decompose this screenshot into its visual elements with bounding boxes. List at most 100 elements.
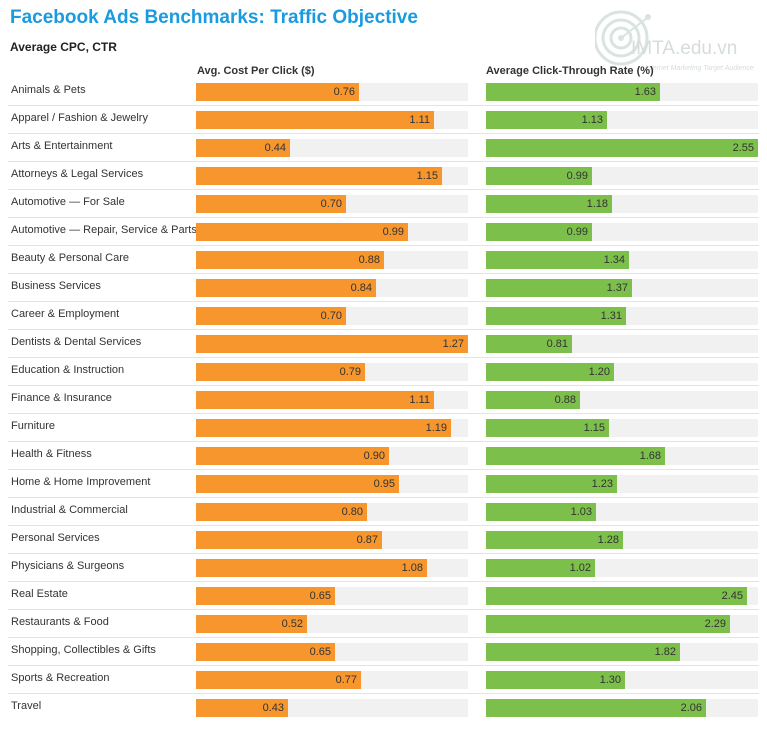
table-row: Real Estate 0.65 2.45: [0, 582, 767, 610]
cpc-bar-track: 0.95: [196, 475, 468, 493]
cpc-bar: 0.84: [196, 279, 376, 297]
cpc-value-label: 1.15: [416, 170, 438, 182]
imta-logo-icon: [595, 10, 651, 66]
ctr-value-label: 1.37: [606, 282, 628, 294]
cpc-bar: 0.80: [196, 503, 367, 521]
cpc-bar: 0.88: [196, 251, 384, 269]
ctr-value-label: 2.55: [732, 142, 754, 154]
cpc-bar: 0.99: [196, 223, 408, 241]
row-divider: [8, 553, 759, 554]
category-label: Attorneys & Legal Services: [11, 168, 144, 180]
cpc-bar: 0.70: [196, 195, 346, 213]
cpc-bar-track: 0.70: [196, 195, 468, 213]
cpc-bar-track: 0.79: [196, 363, 468, 381]
row-divider: [8, 441, 759, 442]
cpc-value-label: 0.87: [356, 534, 378, 546]
row-divider: [8, 581, 759, 582]
category-label: Home & Home Improvement: [11, 476, 151, 488]
watermark-tagline: Internet Marketing Target Audience: [645, 65, 754, 72]
ctr-bar: 1.34: [486, 251, 629, 269]
cpc-value-label: 0.95: [373, 478, 395, 490]
table-row: Sports & Recreation 0.77 1.30: [0, 666, 767, 694]
row-divider: [8, 609, 759, 610]
table-row: Finance & Insurance 1.11 0.88: [0, 386, 767, 414]
ctr-bar: 1.23: [486, 475, 617, 493]
ctr-bar: 1.82: [486, 643, 680, 661]
table-row: Apparel / Fashion & Jewelry 1.11 1.13: [0, 106, 767, 134]
table-row: Physicians & Surgeons 1.08 1.02: [0, 554, 767, 582]
table-row: Personal Services 0.87 1.28: [0, 526, 767, 554]
cpc-bar-track: 0.84: [196, 279, 468, 297]
cpc-value-label: 0.90: [363, 450, 385, 462]
category-label: Physicians & Surgeons: [11, 560, 125, 572]
table-row: Career & Employment 0.70 1.31: [0, 302, 767, 330]
ctr-bar-track: 1.28: [486, 531, 758, 549]
ctr-bar-track: 1.18: [486, 195, 758, 213]
row-divider: [8, 217, 759, 218]
cpc-bar: 0.87: [196, 531, 382, 549]
chart-title: Facebook Ads Benchmarks: Traffic Objecti…: [10, 7, 418, 28]
ctr-bar: 1.37: [486, 279, 632, 297]
ctr-bar-track: 1.02: [486, 559, 758, 577]
ctr-bar: 1.13: [486, 111, 607, 129]
cpc-bar: 0.43: [196, 699, 288, 717]
ctr-value-label: 1.30: [599, 674, 621, 686]
ctr-bar: 2.55: [486, 139, 758, 157]
cpc-value-label: 0.79: [339, 366, 361, 378]
table-row: Animals & Pets 0.76 1.63: [0, 78, 767, 106]
ctr-bar: 1.28: [486, 531, 623, 549]
ctr-bar-track: 2.45: [486, 587, 758, 605]
ctr-bar: 2.29: [486, 615, 730, 633]
row-divider: [8, 637, 759, 638]
cpc-bar: 0.77: [196, 671, 361, 689]
category-label: Arts & Entertainment: [11, 140, 113, 152]
ctr-bar: 2.45: [486, 587, 747, 605]
ctr-value-label: 2.06: [680, 702, 702, 714]
table-row: Automotive — For Sale 0.70 1.18: [0, 190, 767, 218]
chart-subtitle: Average CPC, CTR: [10, 40, 117, 54]
ctr-value-label: 2.29: [704, 618, 726, 630]
ctr-value-label: 1.20: [588, 366, 610, 378]
cpc-value-label: 1.11: [409, 114, 430, 126]
cpc-value-label: 0.70: [320, 310, 342, 322]
cpc-bar: 0.70: [196, 307, 346, 325]
ctr-value-label: 1.31: [600, 310, 622, 322]
ctr-value-label: 1.03: [570, 506, 592, 518]
table-row: Arts & Entertainment 0.44 2.55: [0, 134, 767, 162]
cpc-bar-track: 1.11: [196, 391, 468, 409]
ctr-bar: 2.06: [486, 699, 706, 717]
table-row: Beauty & Personal Care 0.88 1.34: [0, 246, 767, 274]
cpc-bar: 1.08: [196, 559, 427, 577]
cpc-bar-track: 0.87: [196, 531, 468, 549]
ctr-value-label: 1.02: [569, 562, 591, 574]
cpc-value-label: 0.65: [309, 646, 331, 658]
ctr-bar: 1.15: [486, 419, 609, 437]
ctr-bar: 0.99: [486, 223, 592, 241]
cpc-column-header: Avg. Cost Per Click ($): [197, 65, 315, 77]
category-label: Health & Fitness: [11, 448, 92, 460]
cpc-bar-track: 1.11: [196, 111, 468, 129]
row-divider: [8, 189, 759, 190]
category-label: Automotive — For Sale: [11, 196, 125, 208]
cpc-bar-track: 0.52: [196, 615, 468, 633]
row-divider: [8, 105, 759, 106]
row-divider: [8, 301, 759, 302]
category-label: Restaurants & Food: [11, 616, 109, 628]
ctr-bar-track: 2.55: [486, 139, 758, 157]
cpc-bar: 0.44: [196, 139, 290, 157]
watermark: IMTA.edu.vn Internet Marketing Target Au…: [595, 8, 765, 78]
category-label: Career & Employment: [11, 308, 120, 320]
cpc-value-label: 0.88: [358, 254, 380, 266]
table-row: Furniture 1.19 1.15: [0, 414, 767, 442]
cpc-value-label: 0.84: [350, 282, 372, 294]
cpc-value-label: 0.80: [341, 506, 363, 518]
ctr-value-label: 1.63: [634, 86, 656, 98]
ctr-bar-track: 1.37: [486, 279, 758, 297]
table-row: Business Services 0.84 1.37: [0, 274, 767, 302]
row-divider: [8, 665, 759, 666]
row-divider: [8, 385, 759, 386]
row-divider: [8, 329, 759, 330]
category-label: Beauty & Personal Care: [11, 252, 130, 264]
table-row: Health & Fitness 0.90 1.68: [0, 442, 767, 470]
ctr-bar-track: 1.23: [486, 475, 758, 493]
